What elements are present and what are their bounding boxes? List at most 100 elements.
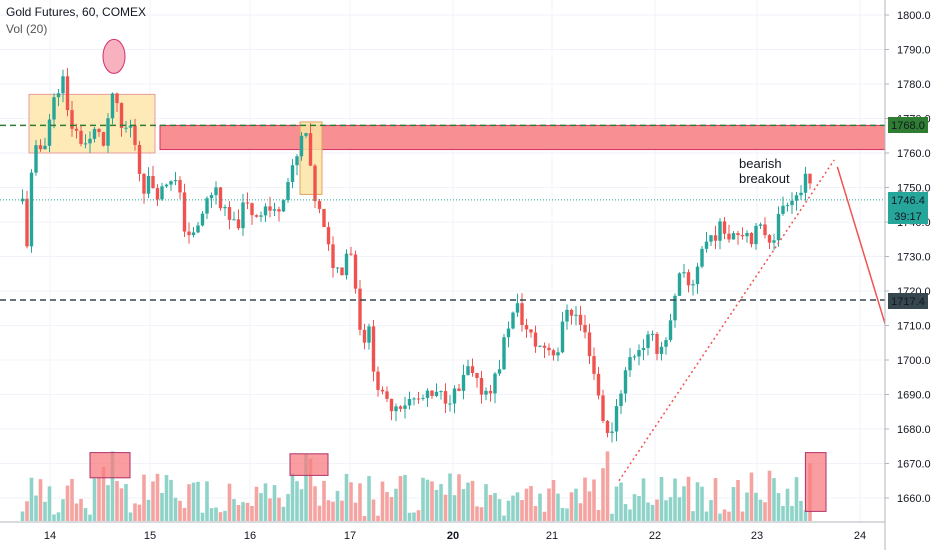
x-tick-label: 21 <box>546 530 558 542</box>
candle-body <box>326 227 331 245</box>
x-tick-label: 23 <box>751 530 763 542</box>
candle-body <box>664 340 668 347</box>
candles <box>20 68 812 443</box>
candle-body <box>241 202 245 229</box>
volume-bar <box>565 508 569 521</box>
volume-bar <box>178 500 182 521</box>
volume-bar <box>133 503 137 521</box>
volume-bar <box>97 478 101 521</box>
volume-bar <box>218 512 223 521</box>
current-price-badge <box>888 192 928 208</box>
y-axis-ticks: 1660.01670.01680.01690.01700.01710.01720… <box>885 10 931 505</box>
candle-body <box>668 320 673 341</box>
volume-bar <box>340 500 344 521</box>
candle-body <box>646 334 650 348</box>
candle-body <box>749 233 754 245</box>
candle-body <box>700 248 704 267</box>
volume-bar <box>146 499 151 521</box>
y-tick-label: 1800.0 <box>897 10 931 22</box>
volume-bar <box>515 492 520 521</box>
lower-level-label: 1717.4 <box>891 296 925 308</box>
candle-body <box>227 206 232 220</box>
volume-bar <box>142 474 146 521</box>
resistance-zone <box>159 124 891 151</box>
volume-bar <box>529 486 533 521</box>
volume-bar <box>25 501 29 521</box>
candle-body <box>682 272 686 274</box>
candle-body <box>547 347 551 351</box>
candle-body <box>790 200 794 206</box>
volume-bar <box>20 511 25 521</box>
volume-zone <box>89 452 131 479</box>
volume-bar <box>677 497 682 521</box>
volume-bar <box>731 487 736 521</box>
candle-body <box>794 195 799 201</box>
trendline <box>618 159 835 482</box>
volume-bar <box>376 515 380 521</box>
candle-body <box>524 324 529 330</box>
volume-bar <box>394 488 398 521</box>
volume-bar <box>803 510 808 521</box>
candle-body <box>52 97 56 120</box>
volume-bar <box>151 481 155 521</box>
volume-bar <box>646 502 650 521</box>
volume-bar <box>538 493 542 521</box>
volume-bar <box>74 503 79 521</box>
candle-body <box>124 127 128 129</box>
candle-body <box>416 398 421 400</box>
candle-body <box>218 187 223 209</box>
annotation-bearish: bearish <box>739 156 782 171</box>
volume-bar <box>349 482 353 521</box>
volume-bar <box>92 478 97 521</box>
candle-body <box>713 235 718 241</box>
volume-bar <box>160 492 164 521</box>
volume-bar <box>556 493 560 521</box>
volume-bar <box>506 500 511 521</box>
candle-body <box>25 198 29 247</box>
price-badges: 1768.0 1746.4 39:17 1717.4 <box>888 117 928 309</box>
volume-indicator-label[interactable]: Vol (20) <box>6 22 48 36</box>
volume-bar <box>362 515 367 521</box>
candle-body <box>56 93 61 98</box>
candle-body <box>785 205 790 207</box>
candle-body <box>776 213 781 241</box>
candle-body <box>632 356 637 358</box>
price-axis[interactable] <box>885 0 932 550</box>
volume-bar <box>155 473 160 521</box>
y-tick-label: 1660.0 <box>897 493 931 505</box>
volume-bar <box>610 513 614 521</box>
volume-bar <box>421 477 425 521</box>
candle-body <box>430 390 434 396</box>
candle-body <box>569 309 574 316</box>
y-tick-label: 1750.0 <box>897 183 931 195</box>
symbol-title[interactable]: Gold Futures, 60, COMEX <box>6 5 147 19</box>
candle-body <box>637 350 641 357</box>
candle-body <box>191 232 196 236</box>
current-price-label: 1746.4 <box>891 195 925 207</box>
volume-bar <box>632 494 637 521</box>
annotation-breakout: breakout <box>739 171 790 186</box>
volume-bar <box>605 451 610 521</box>
countdown-label: 39:17 <box>894 211 922 223</box>
candle-body <box>506 328 511 338</box>
volume-bar <box>259 493 263 521</box>
volume-bar <box>106 485 110 521</box>
candle-body <box>722 221 727 234</box>
candle-body <box>740 235 745 237</box>
volume-bar <box>182 507 187 521</box>
volume-bar <box>718 513 722 521</box>
candle-body <box>88 138 92 144</box>
volume-bar <box>695 482 700 521</box>
candle-body <box>520 303 524 325</box>
candle-body <box>340 267 344 276</box>
volume-bar <box>650 504 655 521</box>
candle-body <box>781 205 785 214</box>
candle-body <box>101 132 106 146</box>
candle-body <box>133 125 137 145</box>
candle-body <box>718 221 722 241</box>
candle-body <box>560 321 565 353</box>
volume-bar <box>479 507 484 521</box>
candle-body <box>34 145 38 173</box>
